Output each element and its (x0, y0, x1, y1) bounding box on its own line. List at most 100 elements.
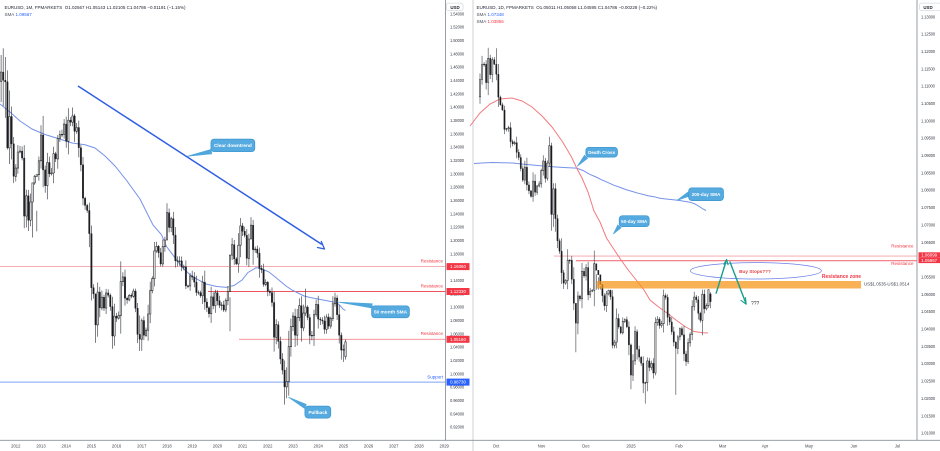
svg-text:1.09000: 1.09000 (921, 153, 936, 158)
svg-text:2012: 2012 (11, 443, 21, 448)
svg-text:2025: 2025 (339, 443, 349, 448)
svg-text:1.06000: 1.06000 (450, 331, 465, 336)
svg-text:Nov: Nov (538, 443, 546, 448)
svg-text:1.10000: 1.10000 (921, 118, 936, 123)
svg-text:1.18000: 1.18000 (450, 251, 465, 256)
svg-text:2020: 2020 (213, 443, 223, 448)
svg-text:1.02000: 1.02000 (450, 358, 465, 363)
svg-text:EURUSD, 1D, FPMARKETS O1.0501: EURUSD, 1D, FPMARKETS O1.05011 H1.05058 … (477, 5, 658, 10)
svg-text:1.12000: 1.12000 (921, 49, 936, 54)
svg-text:1.05500: 1.05500 (921, 275, 936, 280)
svg-text:Support: Support (427, 374, 444, 379)
svg-text:Resistance: Resistance (891, 244, 914, 249)
svg-text:1.52000: 1.52000 (450, 25, 465, 30)
svg-text:US$1.0535-US$1.0514: US$1.0535-US$1.0514 (864, 281, 910, 286)
svg-text:1.03000: 1.03000 (921, 361, 936, 366)
svg-text:2022: 2022 (263, 443, 273, 448)
svg-text:1.46000: 1.46000 (450, 65, 465, 70)
svg-text:50-day SMA: 50-day SMA (621, 219, 648, 224)
svg-text:1.08000: 1.08000 (450, 318, 465, 323)
svg-text:1.36000: 1.36000 (450, 131, 465, 136)
svg-text:1.04500: 1.04500 (921, 309, 936, 314)
svg-text:1.05967: 1.05967 (921, 258, 937, 263)
svg-text:1.34000: 1.34000 (450, 145, 465, 150)
svg-text:1.13000: 1.13000 (921, 14, 936, 19)
svg-text:1.02000: 1.02000 (921, 396, 936, 401)
svg-text:2029: 2029 (440, 443, 450, 448)
svg-text:2017: 2017 (137, 443, 147, 448)
svg-text:1.20000: 1.20000 (450, 238, 465, 243)
svg-text:0.96000: 0.96000 (450, 398, 465, 403)
svg-text:Apr: Apr (762, 443, 769, 448)
svg-text:2026: 2026 (364, 443, 374, 448)
svg-text:Resistance zone: Resistance zone (822, 274, 861, 280)
svg-text:EURUSD, 1M, FPMARKETS O1.0256: EURUSD, 1M, FPMARKETS O1.02567 H1.05143 … (5, 5, 187, 10)
svg-text:1.12500: 1.12500 (921, 32, 936, 37)
svg-text:Resistance: Resistance (421, 283, 444, 288)
svg-text:1.40000: 1.40000 (450, 105, 465, 110)
svg-text:Resistance: Resistance (421, 331, 444, 336)
svg-text:1.32000: 1.32000 (450, 158, 465, 163)
svg-text:1.24000: 1.24000 (450, 211, 465, 216)
svg-text:SMA 1.03856: SMA 1.03856 (477, 19, 505, 24)
svg-text:1.01500: 1.01500 (921, 413, 936, 418)
svg-text:2019: 2019 (188, 443, 198, 448)
svg-text:1.06099: 1.06099 (921, 253, 937, 258)
svg-text:1.22000: 1.22000 (450, 225, 465, 230)
svg-text:2014: 2014 (62, 443, 72, 448)
svg-text:2015: 2015 (87, 443, 97, 448)
svg-text:May: May (805, 443, 814, 448)
svg-text:1.09500: 1.09500 (921, 136, 936, 141)
svg-text:1.04000: 1.04000 (921, 327, 936, 332)
svg-text:SMA 1.07348: SMA 1.07348 (477, 12, 505, 17)
svg-text:0.98730: 0.98730 (450, 380, 466, 385)
svg-text:1.44000: 1.44000 (450, 78, 465, 83)
svg-text:2027: 2027 (389, 443, 399, 448)
svg-text:1.14000: 1.14000 (450, 278, 465, 283)
svg-text:1.38000: 1.38000 (450, 118, 465, 123)
svg-text:2024: 2024 (314, 443, 324, 448)
svg-text:1.54000: 1.54000 (450, 11, 465, 16)
svg-text:Resistance: Resistance (421, 258, 444, 263)
svg-text:Buy Stops???: Buy Stops??? (739, 269, 771, 274)
svg-text:2023: 2023 (288, 443, 298, 448)
svg-text:1.48000: 1.48000 (450, 51, 465, 56)
svg-text:1.10000: 1.10000 (450, 305, 465, 310)
svg-text:1.06500: 1.06500 (921, 240, 936, 245)
svg-text:1.28000: 1.28000 (450, 185, 465, 190)
svg-text:1.04000: 1.04000 (450, 345, 465, 350)
svg-text:1.05000: 1.05000 (921, 292, 936, 297)
svg-text:1.07000: 1.07000 (921, 222, 936, 227)
svg-text:2018: 2018 (162, 443, 172, 448)
svg-text:1.01000: 1.01000 (921, 431, 936, 436)
svg-text:200-day SMA: 200-day SMA (692, 192, 721, 197)
svg-text:USD: USD (450, 5, 459, 10)
svg-text:Jun: Jun (851, 443, 858, 448)
svg-text:Death Cross: Death Cross (588, 150, 616, 155)
svg-text:1.08000: 1.08000 (921, 188, 936, 193)
svg-text:Jul: Jul (895, 443, 900, 448)
svg-text:1.11000: 1.11000 (921, 84, 936, 89)
svg-text:1.42000: 1.42000 (450, 91, 465, 96)
svg-text:2016: 2016 (112, 443, 122, 448)
svg-text:1.11500: 1.11500 (921, 66, 936, 71)
svg-text:1.03500: 1.03500 (921, 344, 936, 349)
svg-text:1.02500: 1.02500 (921, 379, 936, 384)
svg-text:Pullback: Pullback (308, 410, 327, 415)
svg-text:1.50000: 1.50000 (450, 38, 465, 43)
svg-text:Dec: Dec (582, 443, 589, 448)
svg-text:1.07500: 1.07500 (921, 205, 936, 210)
svg-text:2021: 2021 (238, 443, 248, 448)
svg-text:Resistance: Resistance (891, 261, 914, 266)
svg-text:SMA 1.09567: SMA 1.09567 (5, 12, 33, 17)
svg-text:1.00000: 1.00000 (450, 371, 465, 376)
svg-text:1.05160: 1.05160 (450, 337, 466, 342)
svg-text:2028: 2028 (414, 443, 424, 448)
svg-text:50 month SMA: 50 month SMA (374, 310, 408, 316)
svg-text:0.94000: 0.94000 (450, 411, 465, 416)
svg-text:1.10500: 1.10500 (921, 101, 936, 106)
svg-text:1.12330: 1.12330 (450, 289, 466, 294)
svg-text:USD: USD (923, 5, 932, 10)
svg-text:2013: 2013 (36, 443, 46, 448)
svg-text:Mar: Mar (719, 443, 727, 448)
